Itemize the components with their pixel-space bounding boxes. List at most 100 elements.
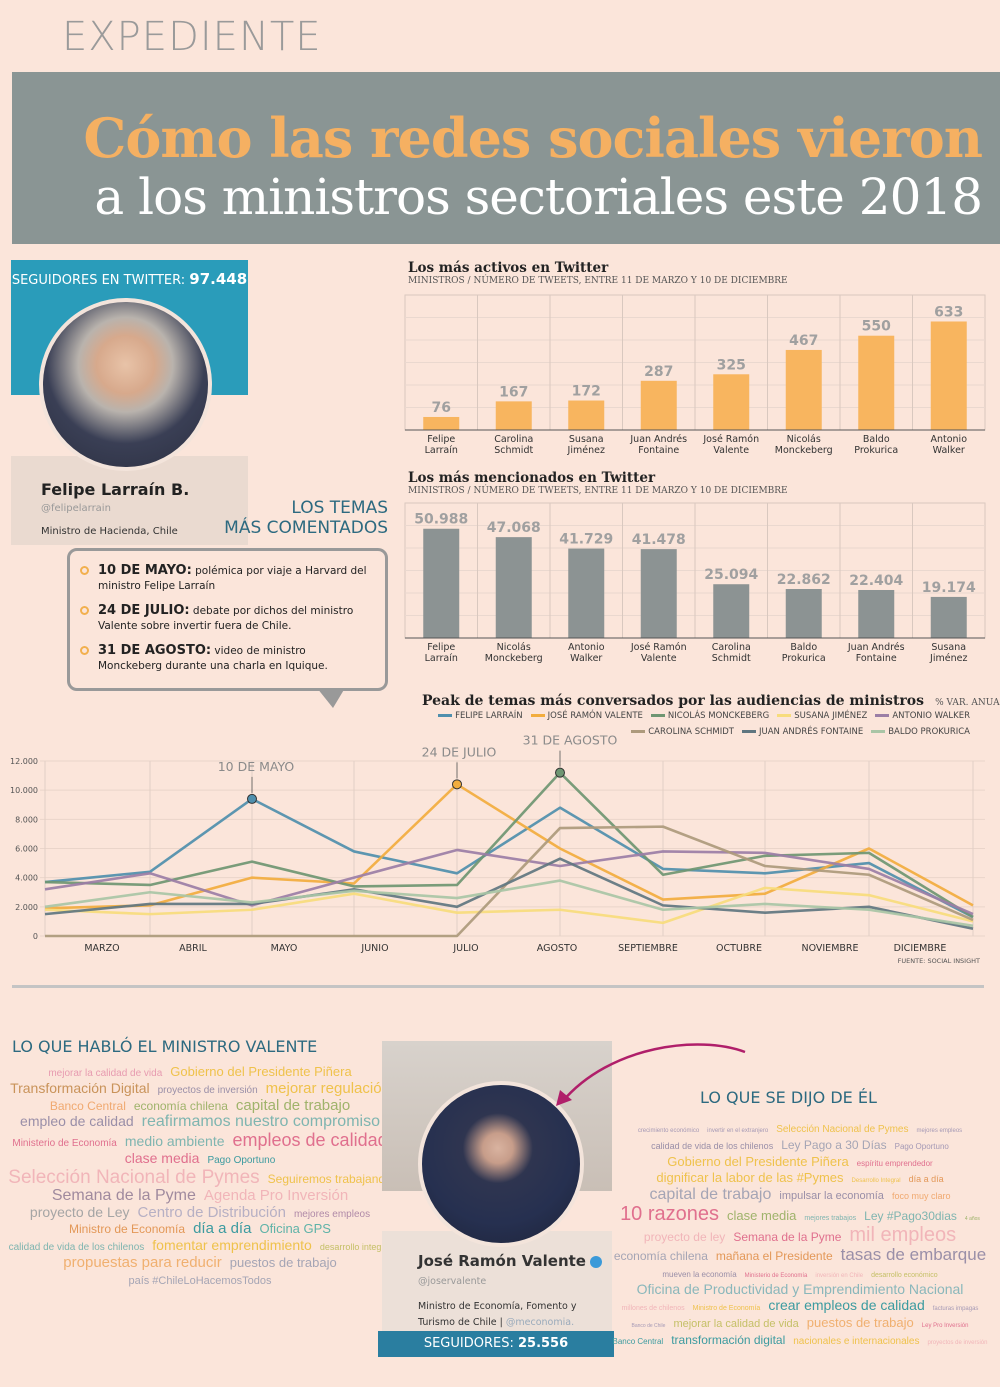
cloud-word: tasas de embarque bbox=[840, 1244, 987, 1264]
category-label: Larraín bbox=[425, 445, 458, 456]
cloud-word: Ministerio de Economía bbox=[744, 1272, 808, 1279]
category-label: Felipe bbox=[427, 434, 455, 445]
cloud-word: clase media bbox=[124, 1149, 200, 1166]
legend-label: JUAN ANDRÉS FONTAINE bbox=[759, 727, 864, 737]
cloud-word: medio ambiente bbox=[124, 1133, 225, 1150]
cloud-word: inversión en Chile bbox=[815, 1272, 864, 1279]
cloud-word: Banco Central bbox=[49, 1098, 126, 1113]
y-tick-label: 2.000 bbox=[15, 903, 38, 912]
cloud-word: proyectos de inversión bbox=[927, 1339, 988, 1346]
cloud-word: calidad de vida de los chilenos bbox=[651, 1140, 774, 1151]
bar bbox=[930, 321, 967, 430]
legend-label: JOSÉ RAMÓN VALENTE bbox=[547, 711, 643, 721]
legend-label: BALDO PROKURICA bbox=[888, 727, 970, 737]
x-tick-label: NOVIEMBRE bbox=[801, 943, 858, 954]
legend-swatch bbox=[871, 730, 886, 733]
bullet-icon bbox=[80, 606, 89, 615]
cloud-word: mejorar regulación bbox=[265, 1079, 390, 1097]
cloud-word: mejorar la calidad de vida bbox=[48, 1068, 163, 1079]
avatar-photo bbox=[418, 1081, 584, 1247]
role-link[interactable]: @meconomia. bbox=[505, 1317, 575, 1328]
followers-label: SEGUIDORES EN TWITTER: bbox=[11, 273, 186, 288]
cloud-word: país #ChileLoHacemosTodos bbox=[128, 1274, 272, 1287]
cloud-word: desarrollo económico bbox=[871, 1271, 938, 1279]
profile-card-larrain: SEGUIDORES EN TWITTER: 97.448 Felipe Lar… bbox=[11, 260, 248, 545]
category-label: Antonio bbox=[568, 642, 605, 653]
bar-value-label: 550 bbox=[862, 319, 891, 335]
cloud-word: 10 razones bbox=[620, 1202, 720, 1225]
cloud-word: Pago Oportuno bbox=[894, 1141, 949, 1151]
series-line bbox=[44, 886, 974, 925]
series-line bbox=[44, 797, 974, 919]
profile-handle[interactable]: @joservalente bbox=[418, 1276, 487, 1287]
followers-value: 97.448 bbox=[189, 270, 248, 288]
followers-count: SEGUIDORES EN TWITTER: 97.448 bbox=[11, 270, 248, 288]
category-label: Nicolás bbox=[497, 642, 531, 653]
bar bbox=[640, 380, 677, 430]
cloud-word: clase media bbox=[727, 1207, 797, 1223]
cloud-word: millones de chilenos bbox=[621, 1305, 685, 1313]
annotation-label: 31 DE AGOSTO bbox=[523, 735, 618, 748]
legend-swatch bbox=[530, 714, 545, 717]
temas-title-1: LOS TEMAS bbox=[291, 498, 388, 518]
bar bbox=[423, 416, 460, 430]
word-cloud-said: mejorar la calidad de vida Gobierno del P… bbox=[0, 1064, 400, 1289]
peak-marker bbox=[247, 793, 257, 804]
topics-callout: 10 DE MAYO: polémica por viaje a Harvard… bbox=[67, 548, 388, 708]
category-label: Jiménez bbox=[567, 445, 605, 456]
event-date: 31 DE AGOSTO: bbox=[98, 643, 212, 658]
cloud-word: invertir en el extranjero bbox=[707, 1128, 769, 1134]
verified-icon bbox=[589, 1255, 602, 1268]
x-tick-label: JUNIO bbox=[360, 943, 388, 954]
cloud-word: mañana el Presidente bbox=[715, 1248, 833, 1263]
category-label: Schmidt bbox=[712, 653, 751, 664]
bar bbox=[568, 548, 605, 638]
category-label: Carolina bbox=[494, 434, 533, 445]
bar-value-label: 22.404 bbox=[849, 573, 903, 589]
cloud-word: Gobierno del Presidente Piñera bbox=[667, 1153, 849, 1169]
category-label: Susana bbox=[569, 434, 604, 445]
bar bbox=[713, 584, 750, 638]
bar-value-label: 467 bbox=[789, 333, 818, 349]
bar bbox=[858, 589, 895, 638]
chart-unit: % VAR. ANUAL bbox=[935, 698, 1000, 708]
legend-swatch bbox=[650, 714, 665, 717]
word-cloud-about: crecimiento económico invertir en el extr… bbox=[600, 1120, 1000, 1349]
cloud-word: economía chilena bbox=[613, 1248, 708, 1263]
cloud-word: mejores empleos bbox=[916, 1128, 963, 1134]
x-tick-label: ABRIL bbox=[179, 943, 207, 954]
cloud-word: Ministro de Economía bbox=[692, 1305, 761, 1313]
cloud-word: crecimiento económico bbox=[637, 1128, 700, 1134]
category-label: José Ramón bbox=[630, 642, 687, 653]
legend-label: FELIPE LARRAÍN bbox=[455, 711, 523, 721]
peak-marker bbox=[452, 779, 462, 790]
bullet-icon bbox=[80, 646, 89, 655]
cloud-word: mil empleos bbox=[849, 1223, 957, 1246]
profile-handle[interactable]: @felipelarrain bbox=[41, 503, 111, 514]
event-text: polémica por viaje a Harvard del ministr… bbox=[98, 565, 367, 592]
cloud-word: Ley Pro Inversión bbox=[921, 1323, 969, 1330]
category-label: Schmidt bbox=[494, 445, 533, 456]
bar-value-label: 41.478 bbox=[632, 532, 686, 548]
legend-label: NICOLÁS MONCKEBERG bbox=[667, 711, 770, 721]
followers-label: SEGUIDORES: bbox=[423, 1336, 514, 1351]
category-label: Prokurica bbox=[782, 653, 826, 664]
x-tick-label: JULIO bbox=[452, 943, 478, 954]
section-kicker: EXPEDIENTE bbox=[62, 14, 322, 60]
bar-value-label: 41.729 bbox=[559, 532, 613, 548]
legend-swatch bbox=[631, 730, 646, 733]
chart-subtitle: MINISTROS / NÚMERO DE TWEETS, ENTRE 11 D… bbox=[408, 486, 788, 496]
title-band: Cómo las redes sociales vieron a los min… bbox=[12, 72, 1000, 244]
bar bbox=[495, 401, 532, 430]
category-label: Walker bbox=[570, 653, 602, 664]
legend-label: SUSANA JIMÉNEZ bbox=[794, 711, 868, 721]
said-title: LO QUE HABLÓ EL MINISTRO VALENTE bbox=[12, 1037, 318, 1056]
y-tick-label: 12.000 bbox=[10, 757, 38, 766]
annotation-label: 10 DE MAYO bbox=[218, 759, 295, 774]
legend-swatch bbox=[438, 714, 453, 717]
profile-name-text: José Ramón Valente bbox=[418, 1252, 586, 1270]
cloud-word: economía chilena bbox=[133, 1098, 228, 1113]
cloud-word: Ministro de Economía bbox=[69, 1222, 186, 1237]
category-label: Antonio bbox=[930, 434, 967, 445]
cloud-word: fomentar emprendimiento bbox=[152, 1237, 312, 1254]
